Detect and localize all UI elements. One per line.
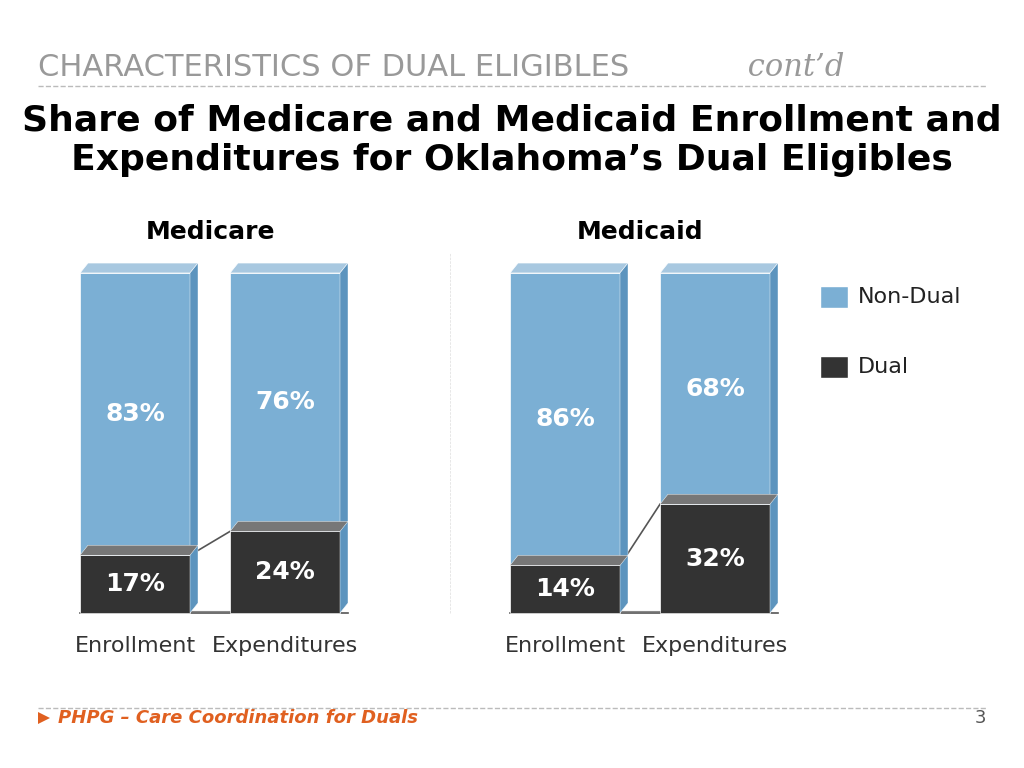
Polygon shape: [230, 521, 348, 531]
Text: Share of Medicare and Medicaid Enrollment and
Expenditures for Oklahoma’s Dual E: Share of Medicare and Medicaid Enrollmen…: [23, 104, 1001, 177]
Polygon shape: [510, 555, 628, 565]
Text: 68%: 68%: [685, 376, 744, 401]
Text: Medicaid: Medicaid: [577, 220, 703, 244]
Text: Medicare: Medicare: [145, 220, 274, 244]
Polygon shape: [820, 286, 848, 308]
Text: cont’d: cont’d: [738, 52, 845, 84]
Polygon shape: [660, 505, 770, 613]
Text: 3: 3: [975, 709, 986, 727]
Polygon shape: [80, 555, 190, 613]
Text: 14%: 14%: [536, 578, 595, 601]
Text: Enrollment: Enrollment: [505, 636, 626, 656]
Polygon shape: [510, 273, 620, 565]
Text: 76%: 76%: [255, 390, 314, 414]
Polygon shape: [660, 263, 778, 273]
Polygon shape: [660, 494, 778, 505]
Polygon shape: [340, 263, 348, 613]
Polygon shape: [820, 356, 848, 378]
Text: Expenditures: Expenditures: [212, 636, 358, 656]
Text: 32%: 32%: [685, 547, 744, 571]
Polygon shape: [660, 273, 770, 505]
Text: 83%: 83%: [105, 402, 165, 426]
Polygon shape: [620, 263, 628, 613]
Text: Dual: Dual: [858, 357, 909, 377]
Polygon shape: [770, 263, 778, 613]
Text: PHPG – Care Coordination for Duals: PHPG – Care Coordination for Duals: [58, 709, 418, 727]
Text: 86%: 86%: [536, 407, 595, 431]
Text: CHARACTERISTICS OF DUAL ELIGIBLES: CHARACTERISTICS OF DUAL ELIGIBLES: [38, 54, 630, 82]
Text: 17%: 17%: [105, 572, 165, 596]
Text: Enrollment: Enrollment: [75, 636, 196, 656]
Polygon shape: [230, 531, 340, 613]
Polygon shape: [230, 263, 348, 273]
Polygon shape: [510, 565, 620, 613]
Polygon shape: [80, 273, 190, 555]
Text: Non-Dual: Non-Dual: [858, 287, 962, 307]
Text: Expenditures: Expenditures: [642, 636, 788, 656]
Polygon shape: [80, 263, 198, 273]
Polygon shape: [510, 263, 628, 273]
Text: 24%: 24%: [255, 560, 314, 584]
Polygon shape: [230, 273, 340, 531]
Polygon shape: [190, 263, 198, 613]
Polygon shape: [80, 545, 198, 555]
Polygon shape: [38, 712, 50, 724]
